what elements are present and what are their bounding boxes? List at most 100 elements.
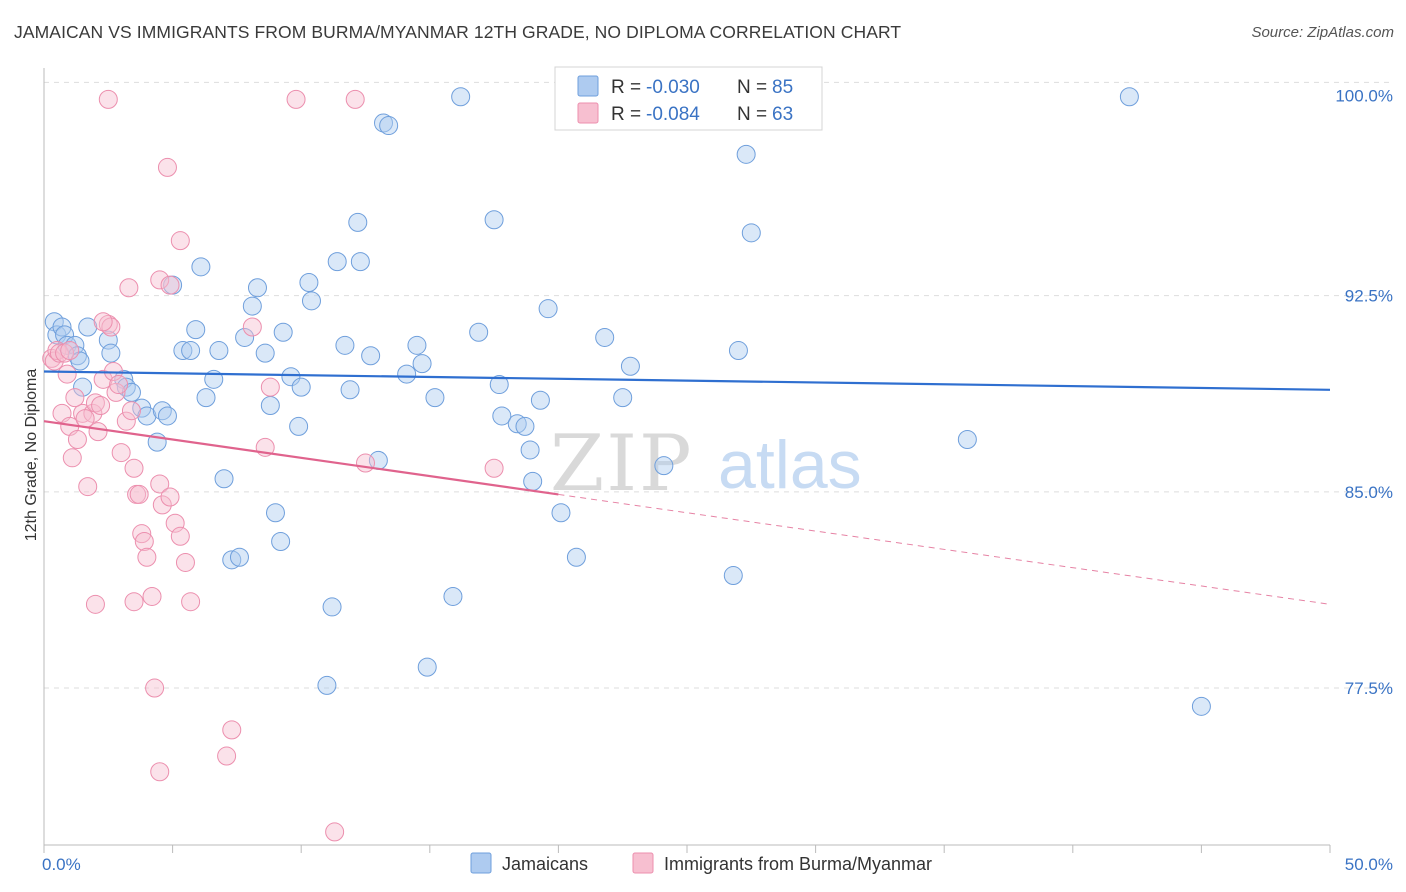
burma-point-37 [175, 552, 195, 572]
burma-trend-extension [558, 493, 1331, 605]
burma-point-57 [356, 453, 375, 473]
jamaican-point-56 [407, 335, 427, 355]
jamaican-point-66 [507, 414, 527, 434]
burma-point-25 [124, 458, 144, 478]
jamaican-point-72 [551, 503, 571, 523]
burma-point-21 [109, 375, 129, 395]
jamaican-point-83 [1119, 87, 1139, 107]
burma-point-42 [157, 157, 177, 177]
series-legend-label-jamaicans: Jamaicans [502, 854, 588, 874]
jamaican-point-37 [271, 532, 291, 552]
burma-point-16 [93, 369, 113, 389]
burma-point-8 [62, 448, 82, 468]
jamaican-point-8 [73, 377, 93, 397]
jamaican-point-60 [443, 586, 463, 606]
jamaican-point-7 [70, 351, 90, 371]
jamaican-point-69 [523, 471, 543, 491]
burma-point-54 [98, 89, 118, 109]
jamaican-point-57 [412, 354, 432, 374]
jamaican-point-82 [957, 429, 977, 449]
jamaican-point-35 [260, 395, 280, 415]
y-tick-label-0: 77.5% [1345, 679, 1393, 698]
jamaican-point-76 [620, 356, 640, 376]
burma-point-45 [160, 275, 180, 295]
jamaican-point-29 [222, 550, 242, 570]
jamaican-point-9 [78, 317, 98, 337]
burma-point-13 [85, 393, 105, 413]
jamaican-point-67 [515, 416, 535, 436]
jamaican-point-44 [317, 675, 337, 695]
jamaican-point-70 [530, 390, 550, 410]
jamaican-point-78 [723, 566, 743, 586]
burma-point-15 [91, 395, 111, 415]
legend-swatch-burma [577, 102, 599, 124]
correlation-legend: R = -0.030 N = 85 R = -0.084 N = 63 [554, 66, 823, 131]
jamaican-point-59 [425, 388, 445, 408]
jamaican-point-31 [235, 327, 255, 347]
jamaican-point-22 [181, 341, 201, 361]
burma-point-40 [124, 592, 144, 612]
jamaican-point-28 [214, 469, 234, 489]
watermark-atlas: atlas [718, 427, 862, 503]
burma-point-17 [98, 314, 118, 334]
jamaican-point-19 [157, 406, 177, 426]
jamaican-point-25 [196, 388, 216, 408]
jamaican-point-23 [186, 320, 206, 340]
jamaican-point-81 [741, 223, 761, 243]
jamaican-point-30 [229, 547, 249, 567]
burma-point-61 [65, 388, 85, 408]
watermark-zip: ZIP [550, 419, 694, 509]
jamaican-point-77 [654, 456, 674, 476]
jamaican-point-24 [191, 257, 211, 277]
data-points [42, 87, 1211, 842]
jamaican-point-63 [484, 210, 504, 230]
chart-title: JAMAICAN VS IMMIGRANTS FROM BURMA/MYANMA… [14, 22, 902, 42]
burma-point-48 [242, 317, 262, 337]
legend-n-value-2: 63 [772, 104, 793, 125]
burma-point-50 [222, 720, 242, 740]
jamaican-trend-line [43, 370, 1331, 391]
series-legend: Jamaicans Immigrants from Burma/Myanmar [470, 852, 932, 874]
jamaican-point-42 [299, 273, 319, 293]
chart-source: Source: ZipAtlas.com [1251, 24, 1394, 41]
burma-point-41 [85, 594, 105, 614]
grid-lines [44, 81, 1392, 689]
legend-n-label-2: N = [737, 104, 767, 125]
burma-point-47 [93, 312, 113, 332]
burma-point-34 [160, 487, 180, 507]
jamaican-point-11 [101, 343, 121, 363]
burma-point-5 [55, 343, 75, 363]
burma-point-38 [181, 592, 201, 612]
burma-point-30 [137, 547, 157, 567]
jamaican-point-51 [361, 346, 381, 366]
burma-point-20 [106, 382, 126, 402]
burma-point-27 [129, 484, 149, 504]
jamaican-point-73 [566, 547, 586, 567]
burma-point-32 [150, 474, 170, 494]
burma-point-39 [145, 678, 165, 698]
burma-point-49 [260, 377, 280, 397]
series-legend-swatch-burma [632, 852, 654, 874]
burma-point-52 [150, 762, 170, 782]
burma-point-56 [345, 89, 365, 109]
burma-point-43 [170, 231, 190, 251]
y-tick-label-3: 100.0% [1335, 86, 1393, 105]
legend-r-value-2: -0.084 [646, 104, 700, 125]
jamaican-point-27 [209, 341, 229, 361]
legend-n-label-1: N = [737, 77, 767, 98]
y-tick-label-1: 85.0% [1345, 483, 1393, 502]
zipatlas-watermark: ZIP atlas [550, 419, 862, 509]
y-tick-labels: 77.5% 85.0% 92.5% 100.0% [1335, 86, 1393, 698]
jamaican-point-13 [116, 377, 136, 397]
jamaican-point-21 [173, 341, 193, 361]
burma-point-24 [121, 401, 141, 421]
jamaican-point-55 [397, 364, 417, 384]
burma-point-44 [150, 270, 170, 290]
jamaican-point-32 [242, 296, 262, 316]
x-tick-label-min: 0.0% [42, 855, 81, 874]
legend-box [554, 66, 823, 131]
burma-point-53 [325, 822, 345, 842]
legend-swatch-jamaicans [577, 75, 599, 97]
jamaican-point-74 [595, 327, 615, 347]
burma-point-28 [132, 524, 152, 544]
